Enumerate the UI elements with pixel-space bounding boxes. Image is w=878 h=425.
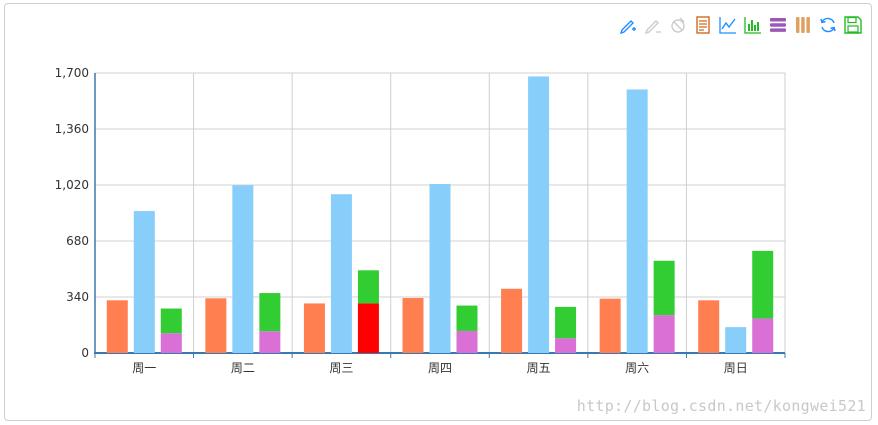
bar — [357, 270, 379, 304]
bar — [555, 338, 577, 353]
bar — [653, 315, 675, 353]
mark-icon[interactable] — [617, 14, 639, 36]
bar — [357, 303, 379, 353]
bar — [106, 300, 128, 353]
y-tick-label: 340 — [66, 290, 89, 304]
bar — [456, 330, 478, 353]
bar — [330, 194, 352, 353]
bar — [429, 184, 451, 353]
bar — [259, 331, 281, 353]
x-tick-label: 周五 — [527, 361, 551, 375]
bar — [752, 318, 774, 353]
bar — [456, 305, 478, 331]
watermark: http://blog.csdn.net/kongwei521 — [576, 397, 866, 415]
bar — [303, 303, 325, 353]
mark-undo-icon[interactable] — [642, 14, 664, 36]
bar — [599, 298, 621, 353]
y-tick-label: 1,360 — [55, 122, 89, 136]
bar — [259, 293, 281, 332]
x-tick-label: 周四 — [428, 361, 452, 375]
y-tick-label: 1,700 — [55, 66, 89, 80]
bar — [205, 298, 227, 353]
mark-clear-icon[interactable] — [667, 14, 689, 36]
y-tick-label: 1,020 — [55, 178, 89, 192]
data-view-icon[interactable] — [692, 14, 714, 36]
bar — [725, 327, 747, 353]
x-tick-label: 周一 — [132, 361, 156, 375]
x-tick-label: 周三 — [329, 361, 353, 375]
bar — [160, 333, 182, 353]
bar — [698, 300, 720, 353]
tiled-icon[interactable] — [792, 14, 814, 36]
x-tick-label: 周六 — [625, 361, 649, 375]
toolbox — [617, 14, 864, 36]
x-tick-label: 周日 — [724, 361, 748, 375]
bar — [528, 76, 550, 353]
save-image-icon[interactable] — [842, 14, 864, 36]
bar — [501, 288, 523, 353]
y-tick-label: 0 — [81, 346, 89, 360]
bar — [133, 211, 155, 353]
bar — [232, 185, 254, 353]
bar — [752, 250, 774, 319]
bar-chart-icon[interactable] — [742, 14, 764, 36]
bar — [160, 308, 182, 334]
bar — [626, 89, 648, 354]
bar — [402, 297, 424, 353]
bar — [653, 260, 675, 316]
restore-icon[interactable] — [817, 14, 839, 36]
stack-icon[interactable] — [767, 14, 789, 36]
bar — [555, 306, 577, 339]
y-tick-label: 680 — [66, 234, 89, 248]
line-chart-icon[interactable] — [717, 14, 739, 36]
x-tick-label: 周二 — [231, 361, 255, 375]
